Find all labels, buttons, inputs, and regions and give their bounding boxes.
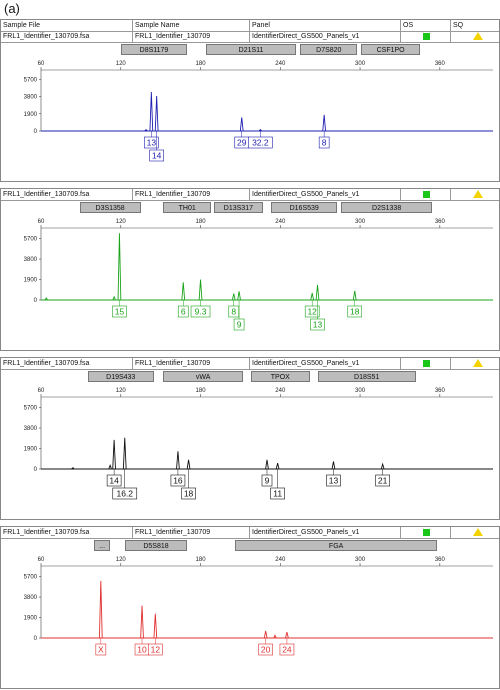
allele-label: 12: [307, 307, 317, 317]
y-tick-label: 5700: [24, 575, 38, 581]
allele-label: 14: [109, 476, 119, 486]
y-tick-label: 1900: [24, 278, 38, 284]
x-tick-label: 240: [275, 61, 286, 67]
allele-label: 13: [147, 138, 157, 148]
electropherogram-plot: 60 120 180 240 300 360 0 1900 3800 5700 X 10 12 20 24: [1, 527, 500, 690]
allele-label: 16.2: [116, 489, 133, 499]
signal-trace: [41, 233, 493, 300]
y-tick-label: 0: [34, 467, 38, 473]
x-tick-label: 120: [116, 219, 127, 225]
allele-label: 9.3: [195, 307, 207, 317]
allele-label: 9: [237, 320, 242, 330]
y-tick-label: 1900: [24, 112, 38, 118]
x-tick-label: 240: [275, 557, 286, 563]
x-tick-label: 240: [275, 219, 286, 225]
allele-label: 13: [329, 476, 339, 486]
x-tick-label: 360: [435, 61, 446, 67]
signal-trace: [41, 438, 493, 469]
x-tick-label: 300: [355, 388, 366, 394]
allele-label: 8: [231, 307, 236, 317]
allele-label: 16: [173, 476, 183, 486]
allele-label: 18: [184, 489, 194, 499]
electropherogram-plot: 60 120 180 240 300 360 0 1900 3800 5700 13 14 29 32.2…: [1, 20, 500, 183]
x-tick-label: 360: [435, 557, 446, 563]
allele-label: 20: [261, 645, 271, 655]
signal-trace: [41, 581, 493, 638]
y-tick-label: 0: [34, 298, 38, 304]
x-tick-label: 60: [38, 557, 45, 563]
x-tick-label: 60: [38, 219, 45, 225]
x-tick-label: 300: [355, 557, 366, 563]
x-tick-label: 360: [435, 219, 446, 225]
y-tick-label: 3800: [24, 426, 38, 432]
y-tick-label: 0: [34, 636, 38, 642]
allele-label: 18: [350, 307, 360, 317]
figure-label: (a): [4, 1, 20, 16]
y-tick-label: 3800: [24, 95, 38, 101]
x-tick-label: 180: [196, 388, 207, 394]
allele-label: 11: [273, 489, 282, 499]
x-tick-label: 180: [196, 557, 207, 563]
y-tick-label: 3800: [24, 257, 38, 263]
x-tick-label: 300: [355, 61, 366, 67]
allele-label: 24: [282, 645, 292, 655]
y-tick-label: 1900: [24, 447, 38, 453]
x-tick-label: 180: [196, 61, 207, 67]
allele-label: 32.2: [252, 138, 269, 148]
allele-label: 13: [313, 320, 323, 330]
allele-label: 12: [151, 645, 161, 655]
electropherogram-plot: 60 120 180 240 300 360 0 1900 3800 5700 15 6 9.3 89 12…: [1, 189, 500, 352]
allele-label: 9: [265, 476, 270, 486]
y-tick-label: 1900: [24, 616, 38, 622]
y-tick-label: 5700: [24, 237, 38, 243]
x-tick-label: 240: [275, 388, 286, 394]
x-tick-label: 360: [435, 388, 446, 394]
electropherogram-plot: 60 120 180 240 300 360 0 1900 3800 5700 14 16.2 1618…: [1, 358, 500, 521]
y-tick-label: 3800: [24, 595, 38, 601]
allele-label: X: [98, 645, 104, 655]
allele-label: 21: [378, 476, 388, 486]
x-tick-label: 180: [196, 219, 207, 225]
x-tick-label: 120: [116, 61, 127, 67]
x-tick-label: 120: [116, 557, 127, 563]
y-tick-label: 5700: [24, 77, 38, 83]
x-tick-label: 60: [38, 61, 45, 67]
y-tick-label: 0: [34, 129, 38, 135]
allele-label: 15: [115, 307, 125, 317]
x-tick-label: 120: [116, 388, 127, 394]
allele-label: 29: [237, 138, 247, 148]
x-tick-label: 300: [355, 219, 366, 225]
signal-trace: [41, 92, 493, 131]
allele-label: 8: [322, 138, 327, 148]
allele-label: 10: [137, 645, 147, 655]
y-tick-label: 5700: [24, 406, 38, 412]
allele-label: 6: [181, 307, 186, 317]
x-tick-label: 60: [38, 388, 45, 394]
allele-label: 14: [152, 151, 162, 161]
